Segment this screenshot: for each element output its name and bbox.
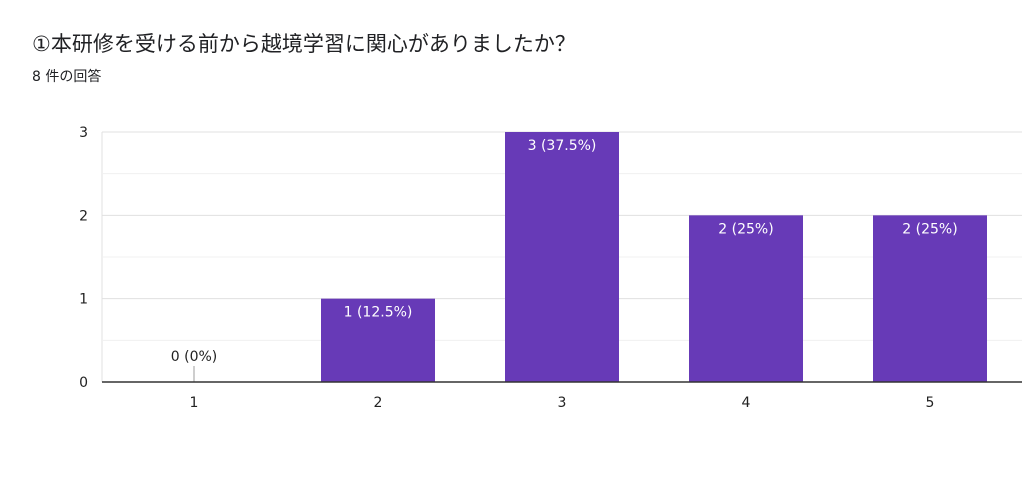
data-label: 2 (25%) [718,221,773,237]
bar [321,298,435,382]
data-label: 3 (37.5%) [528,138,597,154]
bar [873,215,987,382]
x-tick-label: 4 [742,395,751,411]
data-label: 1 (12.5%) [344,305,413,321]
y-tick-label: 3 [79,125,88,141]
bar [505,132,619,382]
x-tick-label: 5 [926,395,935,411]
y-tick-label: 1 [79,292,88,308]
bar [689,215,803,382]
data-label: 2 (25%) [902,221,957,237]
x-tick-label: 1 [190,395,199,411]
x-tick-label: 3 [558,395,567,411]
chart-title: ①本研修を受ける前から越境学習に関心がありましたか？ [32,32,576,56]
y-tick-label: 0 [79,375,88,391]
y-tick-label: 2 [79,208,88,224]
response-count: 8 件の回答 [32,69,102,85]
data-label: 0 (0%) [171,349,218,365]
x-tick-label: 2 [374,395,383,411]
